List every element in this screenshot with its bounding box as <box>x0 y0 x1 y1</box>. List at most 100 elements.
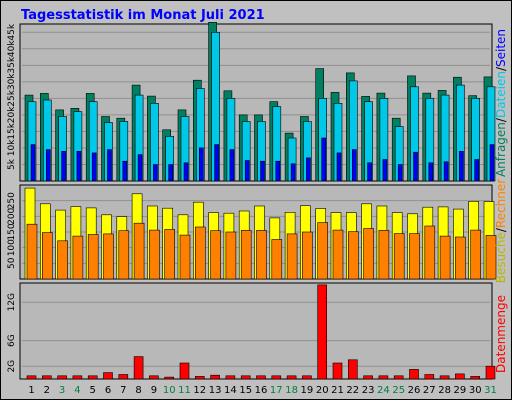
seiten-bar <box>137 154 143 182</box>
rechner-bar <box>271 239 283 280</box>
day-label: 15 <box>239 385 252 396</box>
seiten-bar <box>275 160 281 182</box>
top-legend: Anfragen/Dateien/Seiten <box>494 29 508 177</box>
traffic-panel <box>19 282 493 380</box>
seiten-bar <box>229 149 235 182</box>
rechner-bar <box>363 228 374 280</box>
seiten-bar <box>76 151 82 182</box>
seiten-bar <box>351 149 357 182</box>
seiten-bar <box>91 152 97 182</box>
rechner-bar <box>72 235 84 280</box>
day-label: 18 <box>285 385 298 396</box>
requests-tick-label: 5k <box>7 158 17 170</box>
day-label: 5 <box>90 385 96 396</box>
seiten-bar <box>489 144 495 182</box>
day-label: 1 <box>28 385 34 396</box>
requests-tick-label: 30k <box>7 73 17 90</box>
datenmenge-bar <box>103 372 113 380</box>
day-label: 6 <box>105 385 111 396</box>
seiten-bar <box>260 160 265 182</box>
datenmenge-bar <box>409 369 419 380</box>
day-label: 16 <box>255 385 268 396</box>
rechner-bar <box>133 222 145 280</box>
seiten-bar <box>290 163 296 182</box>
seiten-bar <box>153 164 158 182</box>
datenmenge-bar <box>26 375 37 380</box>
day-label: 23 <box>362 385 375 396</box>
day-label: 4 <box>74 385 80 396</box>
datenmenge-bar <box>72 375 83 380</box>
seiten-bar <box>459 151 464 182</box>
datenmenge-bar <box>470 376 481 380</box>
day-label: 21 <box>331 385 344 396</box>
datenmenge-bar <box>133 356 144 380</box>
middle-legend: Besuche/Rechner <box>494 179 508 283</box>
requests-tick-label: 45k <box>7 23 17 40</box>
day-label: 10 <box>163 385 176 396</box>
bottom-legend: Datenmenge <box>494 295 508 373</box>
seiten-bar <box>413 151 418 182</box>
rechner-bar <box>286 233 298 280</box>
day-label: 17 <box>270 385 283 396</box>
seiten-bar <box>306 157 311 182</box>
datenmenge-bar <box>393 375 404 380</box>
day-label: 3 <box>59 385 65 396</box>
day-label: 26 <box>408 385 421 396</box>
rechner-bar <box>378 230 390 280</box>
rechner-bar <box>439 235 451 280</box>
datenmenge-bar <box>179 362 190 380</box>
rechner-bar <box>240 230 252 280</box>
chart-title: Tagesstatistik im Monat Juli 2021 <box>21 8 265 23</box>
seiten-bar <box>183 162 189 182</box>
seiten-bar <box>397 164 403 182</box>
datenmenge-bar <box>302 375 312 380</box>
rechner-bar <box>118 230 130 280</box>
seiten-bar <box>336 152 342 182</box>
seiten-bar <box>474 159 480 182</box>
visits-tick-label: 150 <box>7 223 17 240</box>
rechner-bar <box>424 225 436 280</box>
rechner-bar <box>103 233 114 280</box>
datenmenge-bar <box>256 375 266 380</box>
day-label: 25 <box>392 385 405 396</box>
visits-tick-label: 200 <box>7 207 17 224</box>
rechner-bar <box>256 230 267 280</box>
rechner-bar <box>195 226 206 280</box>
rechner-bar <box>210 230 221 280</box>
day-label: 29 <box>454 385 467 396</box>
middle-legend-entry: / <box>494 227 508 232</box>
datenmenge-bar <box>424 374 435 380</box>
rechner-bar <box>332 229 344 280</box>
datenmenge-bar <box>485 365 496 380</box>
datenmenge-bar <box>286 375 297 380</box>
seiten-bar <box>30 144 36 182</box>
rechner-bar <box>57 240 68 280</box>
top-legend-entry: Dateien <box>494 71 508 118</box>
day-label: 22 <box>346 385 359 396</box>
seiten-bar <box>168 164 173 182</box>
day-label: 12 <box>193 385 206 396</box>
rechner-bar <box>393 233 405 280</box>
datenmenge-bar <box>240 375 251 380</box>
traffic-tick-label: 12G <box>7 293 17 311</box>
datenmenge-bar <box>317 284 328 380</box>
seiten-bar <box>367 162 372 182</box>
rechner-bar <box>409 233 420 280</box>
datenmenge-bar <box>332 362 343 380</box>
requests-tick-label: 25k <box>7 89 17 106</box>
seiten-bar <box>61 151 66 182</box>
day-label: 19 <box>301 385 314 396</box>
datenmenge-bar <box>210 374 220 380</box>
seiten-bar <box>107 149 112 182</box>
rechner-bar <box>149 229 160 280</box>
rechner-bar <box>302 231 313 280</box>
rechner-bar <box>485 235 497 280</box>
rechner-bar <box>164 229 175 280</box>
day-label: 24 <box>377 385 390 396</box>
rechner-bar <box>317 222 329 280</box>
day-label: 28 <box>438 385 451 396</box>
seiten-bar <box>244 160 250 182</box>
day-label: 20 <box>316 385 329 396</box>
day-label: 30 <box>469 385 482 396</box>
